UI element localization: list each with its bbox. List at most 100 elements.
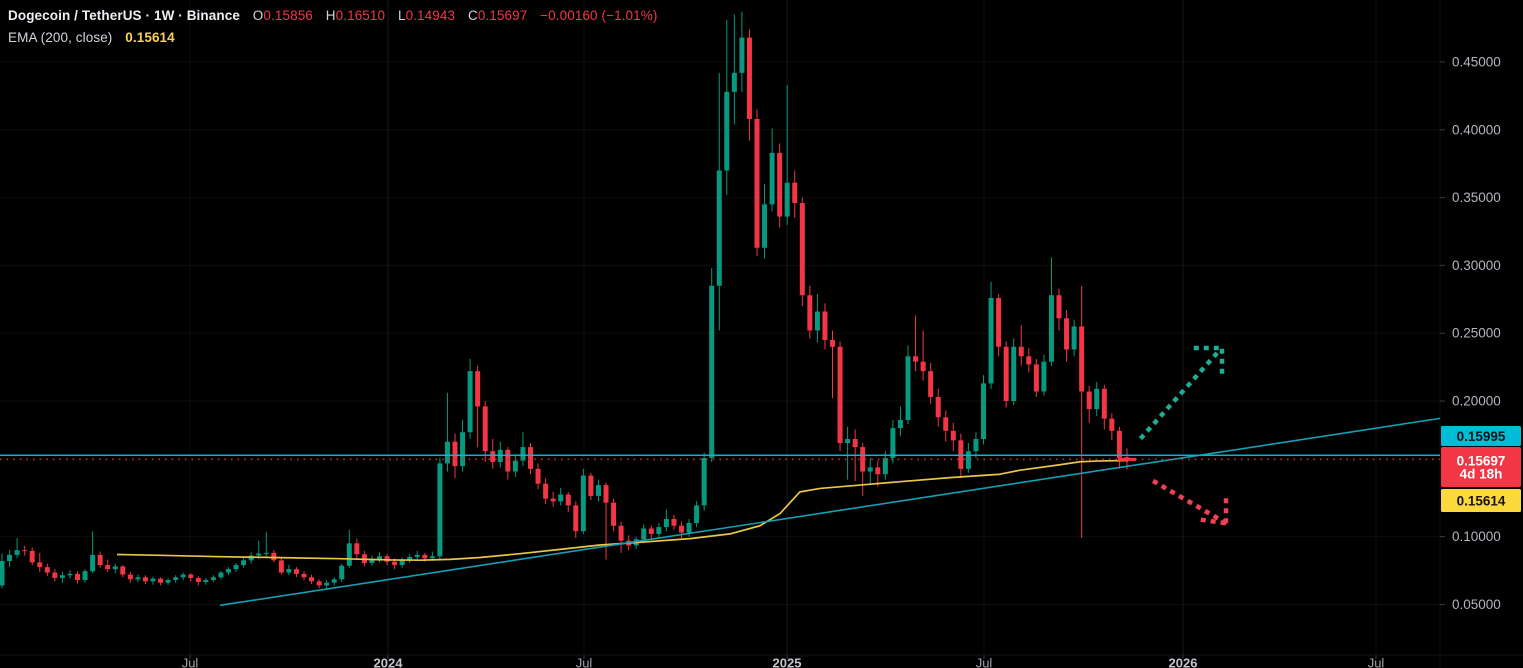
symbol-title[interactable]: Dogecoin / TetherUS · 1W · Binance bbox=[8, 8, 240, 23]
hline-price-badge: 0.15995 bbox=[1441, 426, 1521, 446]
bearish-dotted-arrow[interactable] bbox=[1151, 478, 1230, 527]
candle-body bbox=[799, 203, 805, 296]
candle-body bbox=[1048, 295, 1054, 362]
candle-body bbox=[981, 383, 986, 439]
candle-body bbox=[1079, 326, 1085, 392]
candle-body bbox=[112, 566, 118, 570]
candle-body bbox=[173, 577, 179, 580]
candle-body bbox=[746, 37, 752, 119]
candlestick-series[interactable] bbox=[0, 11, 1130, 589]
candle-body bbox=[278, 560, 284, 573]
candle-body bbox=[346, 543, 352, 566]
candle-body bbox=[1086, 391, 1092, 410]
candle-body bbox=[792, 182, 798, 204]
candle-body bbox=[37, 562, 43, 568]
bullish-dotted-arrow[interactable] bbox=[1138, 345, 1225, 441]
candle-body bbox=[1018, 346, 1024, 357]
candle-body bbox=[845, 438, 851, 444]
price-axis-label: 0.40000 bbox=[1452, 122, 1501, 137]
candle-body bbox=[913, 356, 919, 362]
candle-body bbox=[324, 582, 330, 586]
candle-body bbox=[331, 579, 337, 583]
candle-body bbox=[120, 566, 126, 575]
candle-body bbox=[716, 170, 722, 286]
badge-text: 4d 18h bbox=[1460, 467, 1503, 482]
candle-body bbox=[573, 505, 579, 532]
candle-body bbox=[437, 463, 443, 557]
time-axis-label: Jul bbox=[576, 656, 593, 668]
price-axis-label: 0.35000 bbox=[1452, 190, 1501, 205]
arrow-segment bbox=[1151, 478, 1230, 527]
ema-200-line[interactable] bbox=[116, 459, 1129, 562]
candle-body bbox=[407, 556, 413, 561]
time-axis-label: 2024 bbox=[374, 656, 404, 668]
indicator-row[interactable]: EMA (200, close) 0.15614 bbox=[8, 27, 657, 49]
candle-body bbox=[377, 556, 382, 560]
candle-body bbox=[890, 428, 896, 458]
candle-body bbox=[928, 371, 934, 397]
candle-body bbox=[535, 468, 541, 484]
candle-body bbox=[996, 297, 1002, 347]
indicator-name[interactable]: EMA (200, close) bbox=[8, 30, 113, 45]
candle-body bbox=[565, 494, 571, 506]
candle-body bbox=[22, 550, 28, 552]
candle-body bbox=[641, 528, 647, 540]
trendline-drawing[interactable] bbox=[219, 417, 1440, 607]
candle-body bbox=[1071, 326, 1077, 350]
candle-body bbox=[943, 417, 949, 431]
open-value: 0.15856 bbox=[263, 8, 313, 23]
open-label: O bbox=[252, 8, 264, 23]
candle-body bbox=[195, 577, 201, 583]
candle-body bbox=[860, 447, 866, 472]
badge-text: 0.15614 bbox=[1457, 494, 1506, 509]
candle-body bbox=[226, 569, 231, 573]
price-axis-label: 0.05000 bbox=[1452, 597, 1501, 612]
close-label: C bbox=[467, 8, 478, 23]
candle-body bbox=[769, 152, 775, 205]
time-axis-label: Jul bbox=[182, 656, 199, 668]
candle-body bbox=[384, 556, 390, 562]
candle-body bbox=[694, 505, 700, 524]
candle-body bbox=[399, 560, 405, 566]
candle-body bbox=[316, 581, 322, 586]
candle-body bbox=[29, 550, 35, 563]
candle-body bbox=[452, 441, 458, 467]
candle-body bbox=[1064, 318, 1070, 350]
low-value: 0.14943 bbox=[405, 8, 456, 23]
candle-body bbox=[59, 575, 65, 578]
candle-body bbox=[142, 577, 148, 582]
candle-body bbox=[505, 449, 511, 472]
price-axis-label: 0.20000 bbox=[1452, 394, 1501, 409]
badge-text: 0.15995 bbox=[1457, 429, 1506, 444]
candle-body bbox=[271, 552, 277, 561]
candle-body bbox=[648, 528, 654, 534]
candle-body bbox=[754, 118, 760, 248]
candle-body bbox=[188, 574, 194, 578]
price-axis[interactable]: 0.45000 0.40000 0.35000 0.30000 0.25000 0.200… bbox=[1440, 55, 1521, 612]
candle-body bbox=[520, 447, 526, 461]
price-axis-label: 0.45000 bbox=[1452, 55, 1501, 70]
candle-body bbox=[709, 285, 715, 458]
candle-body bbox=[595, 485, 601, 496]
symbol-row[interactable]: Dogecoin / TetherUS · 1W · Binance O0.15… bbox=[8, 5, 657, 27]
candle-body bbox=[354, 543, 360, 555]
candle-body bbox=[814, 311, 820, 331]
candle-body bbox=[241, 560, 247, 566]
candle-body bbox=[467, 371, 473, 433]
candle-body bbox=[611, 502, 617, 526]
candle-body bbox=[309, 577, 315, 582]
time-axis[interactable]: Jul 2024 Jul 2025 Jul 2026 Jul bbox=[182, 655, 1385, 668]
candle-body bbox=[1116, 430, 1122, 458]
candle-body bbox=[950, 430, 956, 441]
arrow-segment bbox=[1138, 348, 1222, 441]
candle-body bbox=[218, 572, 224, 578]
candle-body bbox=[580, 475, 586, 532]
candle-body bbox=[44, 567, 50, 573]
candle-body bbox=[158, 578, 164, 583]
time-axis-label: 2025 bbox=[773, 656, 802, 668]
candle-body bbox=[988, 297, 994, 384]
candle-body bbox=[686, 523, 692, 533]
candle-body bbox=[905, 356, 911, 420]
candle-body bbox=[701, 457, 707, 506]
